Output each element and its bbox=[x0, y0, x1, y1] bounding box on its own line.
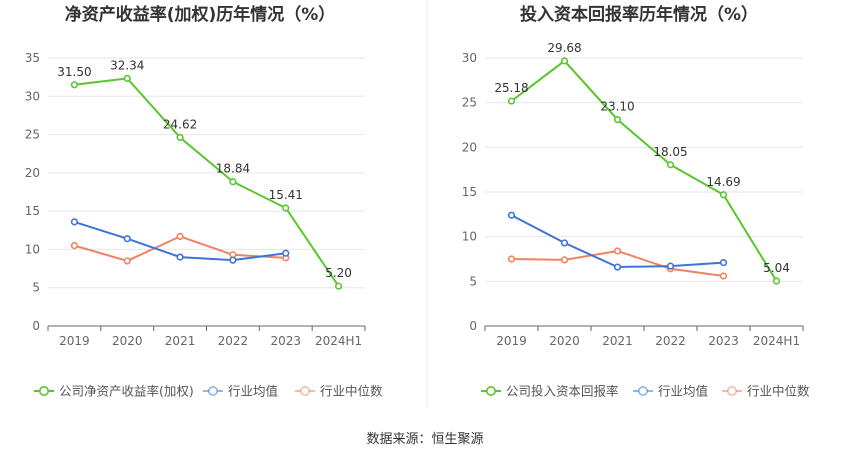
x-tick-label: 2022 bbox=[218, 334, 249, 348]
legend-label: 公司净资产收益率(加权) bbox=[59, 384, 194, 399]
data-point bbox=[176, 133, 184, 142]
y-tick-label: 30 bbox=[462, 51, 477, 65]
y-tick-label: 5 bbox=[469, 274, 477, 288]
x-tick-label: 2022 bbox=[655, 334, 686, 348]
data-label: 23.10 bbox=[600, 100, 634, 114]
data-point bbox=[282, 204, 290, 212]
y-tick-label: 20 bbox=[25, 166, 40, 180]
data-point bbox=[560, 239, 569, 247]
legend-marker bbox=[726, 385, 737, 396]
y-tick-label: 15 bbox=[462, 185, 477, 199]
data-point bbox=[70, 218, 79, 226]
data-point bbox=[719, 272, 728, 280]
data-point bbox=[123, 257, 131, 265]
legend-marker bbox=[38, 385, 49, 396]
legend-marker bbox=[637, 385, 648, 396]
data-point bbox=[70, 81, 79, 89]
data-point bbox=[507, 255, 516, 263]
x-tick-label: 2021 bbox=[165, 334, 196, 348]
x-tick-label: 2020 bbox=[549, 334, 580, 348]
legend-marker bbox=[208, 385, 219, 396]
data-point bbox=[719, 258, 728, 267]
data-label: 14.69 bbox=[706, 175, 740, 189]
data-point bbox=[229, 256, 237, 264]
data-label: 29.68 bbox=[547, 41, 581, 55]
data-point bbox=[772, 277, 781, 285]
chart-title-roic: 投入资本回报率历年情况（%） bbox=[520, 4, 758, 25]
data-point bbox=[613, 247, 622, 255]
y-tick-label: 35 bbox=[25, 51, 40, 65]
data-label: 15.41 bbox=[269, 188, 303, 202]
data-point bbox=[613, 263, 622, 271]
legend-marker bbox=[485, 385, 496, 396]
data-point bbox=[334, 282, 343, 290]
data-label: 5.04 bbox=[763, 261, 790, 275]
data-point bbox=[123, 235, 131, 243]
series-line bbox=[510, 59, 778, 282]
y-tick-label: 5 bbox=[32, 281, 40, 295]
y-tick-label: 0 bbox=[32, 319, 40, 333]
y-tick-label: 25 bbox=[462, 96, 477, 110]
data-label: 25.18 bbox=[494, 81, 528, 95]
data-label: 5.20 bbox=[325, 266, 352, 280]
x-tick-label: 2023 bbox=[708, 334, 739, 348]
x-tick-label: 2024H1 bbox=[315, 334, 362, 348]
data-point bbox=[70, 242, 79, 250]
data-label: 32.34 bbox=[110, 58, 144, 72]
x-tick-label: 2019 bbox=[59, 334, 90, 348]
data-point bbox=[176, 253, 184, 261]
data-point bbox=[176, 232, 184, 241]
data-point bbox=[560, 57, 569, 65]
y-tick-label: 25 bbox=[25, 128, 40, 142]
data-label: 18.84 bbox=[216, 162, 250, 176]
data-label: 24.62 bbox=[163, 117, 197, 131]
data-point bbox=[666, 262, 675, 270]
data-point bbox=[229, 178, 237, 186]
x-tick-label: 2023 bbox=[270, 334, 301, 348]
y-tick-label: 15 bbox=[25, 204, 40, 218]
y-tick-label: 30 bbox=[25, 89, 40, 103]
data-point bbox=[507, 97, 516, 105]
data-point bbox=[123, 74, 131, 82]
y-tick-label: 0 bbox=[469, 319, 477, 333]
x-tick-label: 2020 bbox=[112, 334, 143, 348]
legend-label: 行业中位数 bbox=[747, 384, 810, 399]
series-line bbox=[74, 77, 340, 287]
x-tick-label: 2019 bbox=[496, 334, 527, 348]
source-label: 数据来源：恒生聚源 bbox=[366, 432, 483, 447]
x-tick-label: 2024H1 bbox=[753, 334, 800, 348]
data-label: 18.05 bbox=[653, 145, 687, 159]
legend-label: 行业中位数 bbox=[320, 384, 383, 399]
legend-label: 公司投入资本回报率 bbox=[506, 384, 619, 399]
chart-title-roe: 净资产收益率(加权)历年情况（%） bbox=[65, 4, 336, 25]
data-point bbox=[282, 249, 290, 257]
data-point bbox=[719, 191, 728, 199]
legend-label: 行业均值 bbox=[658, 384, 708, 399]
y-tick-label: 10 bbox=[25, 242, 40, 256]
data-point bbox=[560, 256, 569, 264]
data-point bbox=[507, 211, 516, 219]
legend-marker bbox=[299, 385, 310, 396]
x-tick-label: 2021 bbox=[602, 334, 633, 348]
data-point bbox=[613, 116, 622, 124]
y-tick-label: 20 bbox=[462, 140, 477, 154]
data-point bbox=[666, 161, 675, 169]
data-label: 31.50 bbox=[57, 65, 91, 79]
legend-label: 行业均值 bbox=[228, 384, 278, 399]
y-tick-label: 10 bbox=[462, 230, 477, 244]
